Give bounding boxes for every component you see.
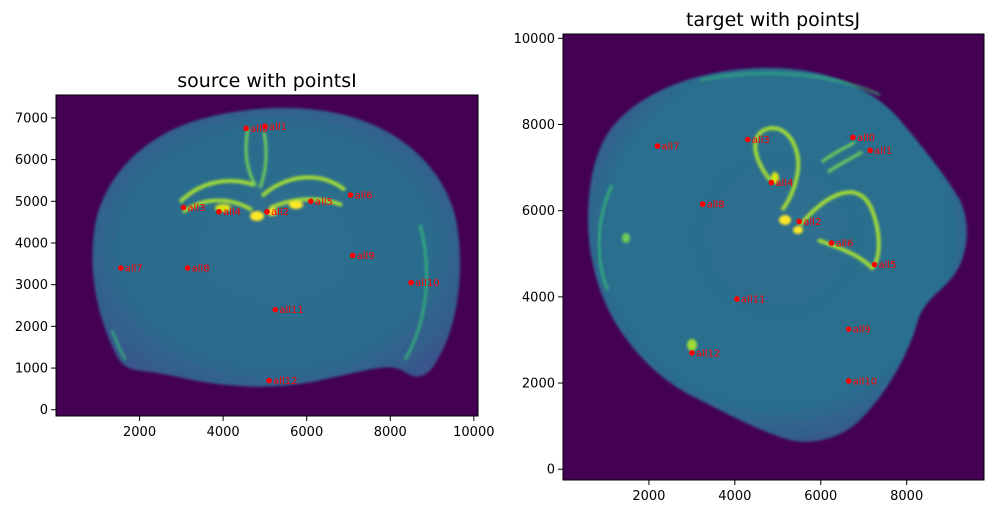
point-all10 — [408, 279, 414, 286]
x-tick-label: 6000 — [804, 489, 837, 504]
y-tick-label: 6000 — [15, 153, 48, 168]
point-all4 — [216, 208, 222, 215]
y-tick-label: 5000 — [15, 195, 48, 210]
y-tick-label: 4000 — [522, 290, 555, 305]
y-tick-label: 3000 — [15, 278, 48, 293]
source-cortex-edge — [403, 224, 429, 361]
source-title: source with pointsI — [177, 70, 356, 92]
point-label-all4: all4 — [223, 207, 241, 218]
point-all5 — [871, 261, 878, 268]
point-label-all4: all4 — [775, 178, 793, 189]
point-label-all9: all9 — [853, 325, 871, 336]
point-all0 — [243, 125, 249, 132]
y-tick-label: 6000 — [522, 204, 555, 219]
x-tick-label: 8000 — [890, 489, 923, 504]
point-label-all6: all6 — [355, 191, 373, 202]
point-label-all2: all2 — [803, 217, 821, 228]
point-all9 — [845, 326, 852, 332]
target-cortex-edge-top — [699, 71, 881, 97]
point-all7 — [117, 265, 124, 271]
x-tick-label: 6000 — [290, 425, 323, 440]
point-label-all10: all10 — [853, 376, 877, 387]
point-all6 — [347, 192, 354, 198]
y-tick-label: 2000 — [522, 377, 555, 392]
point-all11 — [734, 296, 740, 302]
target-x-axis: 2000 4000 6000 8000 — [632, 480, 923, 504]
source-tissue — [92, 108, 461, 387]
point-label-all2: all2 — [271, 207, 289, 218]
point-all6 — [828, 240, 835, 246]
point-label-all0: all0 — [857, 133, 875, 144]
point-all0 — [850, 134, 856, 141]
target-brain-image — [588, 67, 967, 442]
point-all8 — [699, 201, 706, 208]
source-cortex-edge-left — [110, 329, 128, 361]
point-label-all12: all12 — [273, 376, 297, 387]
target-hippocampus — [622, 125, 881, 351]
point-all12 — [689, 350, 695, 356]
x-tick-label: 8000 — [374, 425, 407, 440]
point-all1 — [867, 147, 873, 154]
point-label-all10: all10 — [415, 278, 439, 289]
target-title: target with pointsJ — [686, 9, 860, 31]
point-label-all5: all5 — [315, 197, 333, 208]
point-all11 — [272, 306, 279, 313]
target-cortex-edge — [597, 184, 614, 291]
target-plot-frame — [562, 33, 985, 481]
x-tick-label: 2000 — [632, 489, 665, 504]
point-all4 — [768, 179, 775, 186]
point-all5 — [308, 198, 314, 205]
source-x-axis: 2000 4000 6000 8000 10000 — [123, 416, 495, 440]
x-tick-label: 4000 — [718, 489, 751, 504]
point-all1 — [262, 123, 268, 130]
point-label-all5: all5 — [878, 260, 896, 271]
point-label-all9: all9 — [357, 251, 375, 262]
point-all8 — [184, 265, 191, 271]
point-label-all1: all1 — [269, 122, 287, 133]
source-brain-image — [92, 108, 461, 387]
target-points: all0 all1 all2 all3 all4 all5 all6 all7 all8 all9… — [654, 133, 897, 387]
point-all12 — [266, 377, 272, 384]
target-tissue — [588, 67, 967, 442]
target-panel: target with pointsJ 2000 4000 6000 8000 0 20… — [514, 9, 985, 504]
y-tick-label: 10000 — [514, 32, 555, 47]
point-label-all8: all8 — [707, 200, 725, 211]
point-label-all1: all1 — [874, 146, 892, 157]
point-all2 — [264, 208, 270, 215]
y-tick-label: 1000 — [15, 362, 48, 377]
y-tick-label: 8000 — [522, 118, 555, 133]
y-tick-label: 0 — [547, 463, 555, 478]
point-label-all8: all8 — [192, 264, 210, 275]
source-hippocampus — [178, 127, 347, 221]
point-label-all6: all6 — [835, 238, 853, 249]
point-all3 — [180, 204, 187, 211]
point-all9 — [349, 252, 356, 259]
source-plot-frame — [55, 94, 479, 417]
point-all7 — [654, 143, 661, 149]
point-all10 — [845, 378, 852, 384]
point-label-all0: all0 — [250, 124, 268, 135]
x-tick-label: 2000 — [123, 425, 156, 440]
source-points: all0 all1 all2 all3 all4 all5 all6 all7 all8 all9… — [117, 122, 440, 387]
source-y-axis: 0 1000 2000 3000 4000 5000 6000 7000 — [15, 111, 56, 418]
source-panel: source with pointsI 2000 4000 6000 8000 1000… — [15, 70, 495, 440]
point-label-all11: all11 — [279, 305, 303, 316]
point-label-all12: all12 — [696, 348, 720, 359]
target-y-axis: 0 2000 4000 6000 8000 10000 — [514, 32, 563, 478]
x-tick-label: 10000 — [453, 425, 494, 440]
point-all2 — [796, 218, 803, 225]
point-label-all11: all11 — [741, 295, 765, 306]
y-tick-label: 7000 — [15, 111, 48, 126]
point-label-all7: all7 — [125, 264, 143, 275]
point-all3 — [744, 136, 751, 143]
point-label-all3: all3 — [752, 135, 770, 146]
point-label-all7: all7 — [662, 142, 680, 153]
point-label-all3: all3 — [187, 203, 205, 214]
y-tick-label: 4000 — [15, 236, 48, 251]
x-tick-label: 4000 — [207, 425, 240, 440]
y-tick-label: 2000 — [15, 320, 48, 335]
y-tick-label: 0 — [40, 403, 48, 418]
